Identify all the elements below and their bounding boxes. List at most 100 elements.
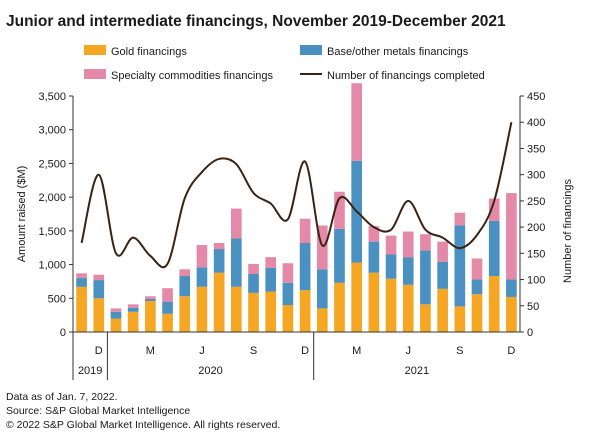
bar-base [196,267,208,287]
bar-gold [437,288,448,332]
x-tick-label: S [250,345,257,357]
bar-specialty [316,225,328,270]
bar-gold [162,313,173,332]
bar-gold [282,305,294,332]
bar-base [162,301,173,314]
bar-gold [196,286,208,332]
x-tick-label: J [406,345,412,357]
bar-base [420,250,431,305]
bar-base [127,307,139,312]
bar-gold [351,262,362,332]
legend-label-specialty: Specialty commodities financings [111,70,274,82]
bar-specialty [385,235,397,255]
bar-specialty [471,258,483,280]
bar-gold [506,296,517,332]
bar-gold [265,291,277,332]
bar-gold [110,318,122,332]
x-tick-label: D [95,345,103,357]
y2-tick-label: 200 [527,222,545,234]
bar-specialty [368,226,380,242]
bar-base [145,298,156,301]
bar-base [213,249,225,273]
bar-gold [488,276,500,332]
bar-base [471,279,483,295]
bar-base [334,228,345,283]
bar-gold [334,282,345,332]
bar-specialty [282,263,294,283]
chart-title: Junior and intermediate financings, Nove… [6,13,506,30]
bar-gold [248,292,259,332]
bar-base [488,220,500,277]
bar-gold [402,284,414,332]
bar-specialty [334,191,345,229]
bar-specialty [145,296,156,299]
x-tick-label: J [199,345,205,357]
bar-gold [316,308,328,332]
bar-specialty [299,218,311,243]
y2-tick-label: 150 [527,248,545,260]
legend-swatch-base [300,45,322,55]
y2-tick-label: 250 [527,196,545,208]
bar-gold [231,286,242,332]
bar-base [368,241,380,273]
bar-gold [93,298,105,332]
bar-specialty [488,198,500,221]
bar-base [93,280,105,299]
bar-base [231,238,242,287]
footer-source: Source: S&P Global Market Intelligence [6,405,190,417]
footer-copyright: © 2022 S&P Global Market Intelligence. A… [6,419,280,431]
bar-gold [213,272,225,332]
bar-gold [299,290,311,332]
bar-specialty [351,83,362,161]
bar-specialty [162,288,173,302]
y2-tick-label: 300 [527,170,545,182]
series-line-count [80,122,513,269]
bar-specialty [213,242,225,250]
bar-specialty [454,212,466,226]
bar-base [437,261,448,289]
bar-base [299,242,311,291]
bar-gold [385,278,397,332]
y-tick-label: 1,500 [38,226,66,238]
bar-gold [454,306,466,332]
bar-base [316,269,328,309]
y2-tick-label: 450 [527,91,545,103]
y-tick-label: 1,000 [38,260,66,272]
bar-specialty [265,257,277,268]
bar-base [454,225,466,307]
bar-specialty [93,274,105,281]
bar-base [248,274,259,293]
bar-specialty [76,273,87,279]
y-tick-label: 2,000 [38,192,66,204]
x-year-label: 2019 [78,365,102,377]
y2-tick-label: 0 [527,327,533,339]
y-tick-label: 2,500 [38,158,66,170]
legend-label-gold: Gold financings [111,46,187,58]
bar-gold [471,294,483,332]
bar-specialty [248,263,259,275]
bar-specialty [127,304,139,308]
y2-tick-label: 350 [527,143,545,155]
bar-specialty [437,241,448,262]
x-tick-label: S [456,345,463,357]
plot-area: 0 500 1,000 1,500 2,000 2,500 3,000 3,500 0 50 100… [38,83,545,380]
footer-note: Data as of Jan. 7, 2022. [6,391,118,403]
bar-specialty [231,208,242,239]
bar-gold [145,300,156,332]
y-tick-label: 3,000 [38,125,66,137]
legend-swatch-gold [84,45,106,55]
bar-specialty [402,231,414,258]
y2-tick-label: 400 [527,117,545,129]
bar-specialty [110,308,122,312]
y2-tick-label: 50 [527,301,539,313]
y2-axis-label: Number of financings [562,179,574,283]
x-tick-label: M [146,345,155,357]
y2-tick-label: 100 [527,275,545,287]
x-tick-label: M [352,345,361,357]
bar-gold [127,311,139,332]
bar-base [179,276,191,297]
legend: Gold financings Base/other metals financ… [84,45,485,82]
bar-base [402,257,414,285]
bar-specialty [196,245,208,268]
